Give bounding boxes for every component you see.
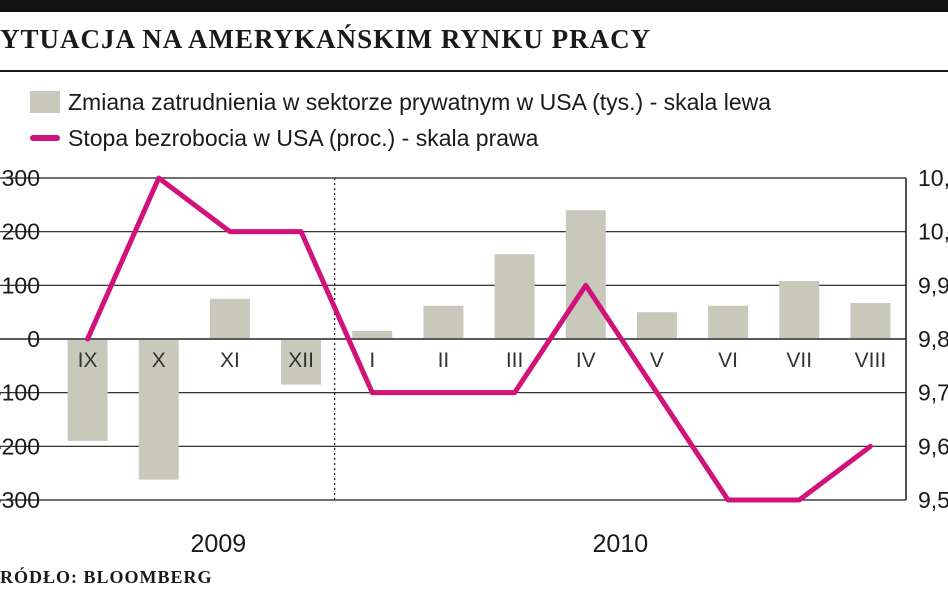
- category-label-VI: VI: [718, 349, 738, 372]
- legend-bar-swatch: [30, 91, 60, 113]
- bar-VII: [779, 281, 820, 339]
- bar-X: [138, 339, 179, 480]
- source-note: RÓDŁO: BLOOMBERG: [0, 567, 213, 587]
- category-label-VIII: VIII: [855, 349, 887, 372]
- right-tick-label: 9,9: [918, 272, 948, 298]
- bar-IV: [565, 210, 606, 339]
- right-tick-label: 9,6: [918, 433, 948, 459]
- left-tick-label: -300: [0, 487, 40, 513]
- category-label-II: II: [438, 349, 450, 372]
- legend-label-bars: Zmiana zatrudnienia w sektorze prywatnym…: [68, 88, 772, 115]
- chart-title: YTUACJA NA AMERYKAŃSKIM RYNKU PRACY: [0, 24, 652, 54]
- legend-line-swatch: [30, 135, 60, 141]
- category-label-IX: IX: [78, 349, 98, 372]
- year-label-2010: 2010: [593, 530, 649, 558]
- right-tick-label: 9,7: [918, 380, 948, 406]
- left-tick-label: -100: [0, 380, 40, 406]
- category-label-VII: VII: [786, 349, 812, 372]
- bar-V: [636, 312, 677, 339]
- top-bar: [0, 0, 948, 12]
- category-label-I: I: [369, 349, 375, 372]
- left-tick-label: 200: [2, 219, 40, 245]
- right-tick-label: 10,: [918, 165, 948, 191]
- category-label-IV: IV: [576, 349, 596, 372]
- bar-XII: [281, 339, 322, 385]
- bar-III: [494, 254, 535, 339]
- bar-VI: [708, 305, 749, 339]
- legend-entry-bars: Zmiana zatrudnienia w sektorze prywatnym…: [0, 87, 771, 117]
- bar-XI: [209, 298, 250, 339]
- left-tick-label: 100: [2, 272, 40, 298]
- legend-label-line: Stopa bezrobocia w USA (proc.) - skala p…: [68, 124, 539, 151]
- bar-I: [352, 330, 393, 339]
- right-tick-label: 9,5: [918, 487, 948, 513]
- left-tick-label: 0: [27, 326, 40, 352]
- right-tick-label: 9,8: [918, 326, 948, 352]
- bar-IX: [67, 339, 108, 441]
- chart-plot: IXXXIXIIIIIIIIIVVVIVIIVIII3002001000-100…: [0, 165, 948, 558]
- legend-entry-line: Stopa bezrobocia w USA (proc.) - skala p…: [0, 123, 538, 153]
- category-label-V: V: [650, 349, 664, 372]
- unemployment-line: [85, 175, 873, 503]
- category-label-XII: XII: [288, 349, 314, 372]
- left-tick-label: -200: [0, 433, 40, 459]
- category-label-XI: XI: [220, 349, 240, 372]
- right-tick-label: 10,: [918, 219, 948, 245]
- category-label-III: III: [506, 349, 524, 372]
- category-label-X: X: [152, 349, 166, 372]
- left-tick-label: 300: [2, 165, 40, 191]
- bar-VIII: [850, 303, 891, 339]
- title-divider: [0, 70, 948, 72]
- year-label-2009: 2009: [191, 530, 247, 558]
- bar-II: [423, 305, 464, 339]
